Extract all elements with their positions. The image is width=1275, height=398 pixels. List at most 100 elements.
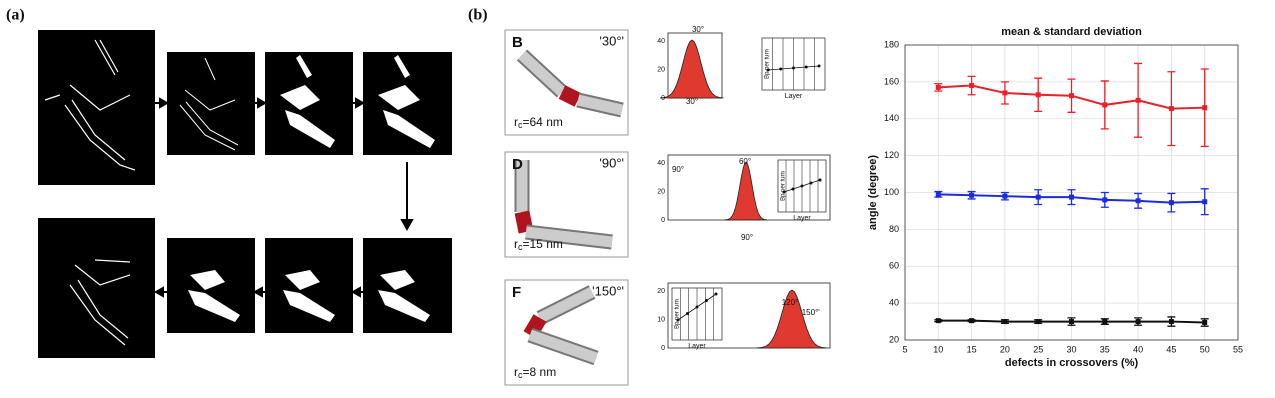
x-tick-label: 25 [1033, 344, 1043, 354]
panel-letter: D [512, 156, 523, 173]
inset-line [677, 293, 717, 321]
radius-label: rc=64 nm [514, 115, 563, 130]
y-tick-label: 140 [884, 113, 899, 123]
point [935, 318, 941, 324]
x-tick-label: 30 [1066, 344, 1076, 354]
point [1035, 92, 1041, 98]
x-tick-label: 45 [1166, 344, 1176, 354]
histogram-area [724, 161, 768, 221]
image-tiles [38, 30, 452, 358]
point [1202, 105, 1208, 111]
panel-letter: F [512, 284, 521, 301]
histogram-axes [667, 282, 831, 349]
point [1168, 200, 1174, 206]
x-tick-label: 35 [1100, 344, 1110, 354]
point [1168, 106, 1174, 112]
point [1035, 194, 1041, 200]
point [1069, 319, 1074, 325]
radius-subscript: c [518, 120, 523, 130]
x-tick-label: 50 [1200, 344, 1210, 354]
histogram-annotation: 90° [672, 165, 684, 174]
radius-value: =64 nm [523, 115, 563, 129]
histogram-tick-label: 20 [657, 188, 665, 195]
histogram-tick-label: 20 [657, 288, 665, 295]
radius-subscript: c [518, 242, 523, 252]
helix-bundle [525, 226, 613, 248]
inset-x-label: Layer [688, 343, 706, 350]
angle-label: '90°' [599, 155, 624, 170]
y-tick-label: 180 [884, 39, 899, 49]
radius-symbol: r [514, 115, 518, 129]
inset-y-label: Bp per turn [781, 171, 787, 201]
inset-line [783, 179, 821, 193]
histogram-tick-label: 40 [657, 160, 665, 167]
angle-label: '150°' [592, 283, 624, 298]
histogram-annotation: 90° [741, 233, 753, 242]
x-tick-label: 20 [1000, 344, 1010, 354]
histogram-tick-label: 0 [661, 217, 665, 224]
point [969, 318, 975, 324]
point [1069, 93, 1074, 99]
inset-y-label: Bp per turn [765, 49, 771, 79]
helix-bundle [518, 50, 566, 97]
x-axis-label: defects in crossovers (%) [1005, 357, 1139, 369]
point [1002, 319, 1008, 325]
y-tick-label: 120 [884, 150, 899, 160]
histogram-tick-label: 20 [657, 66, 665, 73]
panel-label: (a) [6, 7, 25, 24]
point [1002, 193, 1008, 199]
histogram-tick-label: 0 [661, 345, 665, 352]
y-tick-label: 20 [889, 334, 899, 344]
plot-frame [904, 44, 1239, 341]
radius-symbol: r [514, 365, 518, 379]
inset-line [767, 65, 820, 71]
point [935, 84, 941, 90]
histogram-annotation: '150°' [800, 308, 820, 317]
helix-bundle [537, 287, 595, 323]
point [935, 191, 941, 197]
histogram-tick-label: 40 [657, 38, 665, 45]
histogram-tick-label: 10 [657, 316, 665, 323]
point [969, 192, 975, 198]
inset-x-label: Layer [785, 93, 803, 100]
point [1135, 97, 1141, 103]
point [1102, 197, 1108, 203]
radius-subscript: c [518, 370, 523, 380]
point [969, 83, 975, 89]
y-axis-label: angle (degree) [867, 155, 879, 231]
y-tick-label: 160 [884, 76, 899, 86]
x-tick-label: 15 [967, 344, 977, 354]
y-tick-label: 100 [884, 187, 899, 197]
point [1135, 319, 1141, 325]
origami-frame [504, 29, 629, 136]
point [1102, 102, 1108, 108]
point [1069, 194, 1074, 200]
point [1202, 319, 1208, 325]
x-tick-label: 55 [1233, 344, 1243, 354]
point [1035, 319, 1041, 325]
radius-value: =8 nm [523, 365, 557, 379]
x-tick-label: 10 [933, 344, 943, 354]
histogram-tick-label: 0 [661, 95, 665, 102]
helix-bend [558, 85, 582, 107]
histogram-area [756, 289, 828, 349]
radius-label: rc=15 nm [514, 237, 563, 252]
y-tick-label: 80 [889, 224, 899, 234]
point [1168, 319, 1174, 325]
histogram-annotation: 30° [686, 97, 698, 106]
histogram-area [660, 39, 724, 99]
radius-value: =15 nm [523, 237, 563, 251]
y-tick-label: 60 [889, 261, 899, 271]
angle-label: '30°' [599, 33, 624, 48]
histogram-annotation: 60° [739, 157, 751, 166]
inset-y-label: Bp per turn [675, 299, 681, 329]
point [1002, 90, 1008, 96]
chart-title: mean & standard deviation [1001, 26, 1142, 38]
helix-bend [514, 210, 534, 234]
histogram-annotation: 30° [692, 25, 704, 34]
point [1135, 198, 1141, 204]
radius-label: rc=8 nm [514, 365, 556, 380]
inset-x-label: Layer [793, 215, 811, 222]
point [1102, 319, 1108, 325]
